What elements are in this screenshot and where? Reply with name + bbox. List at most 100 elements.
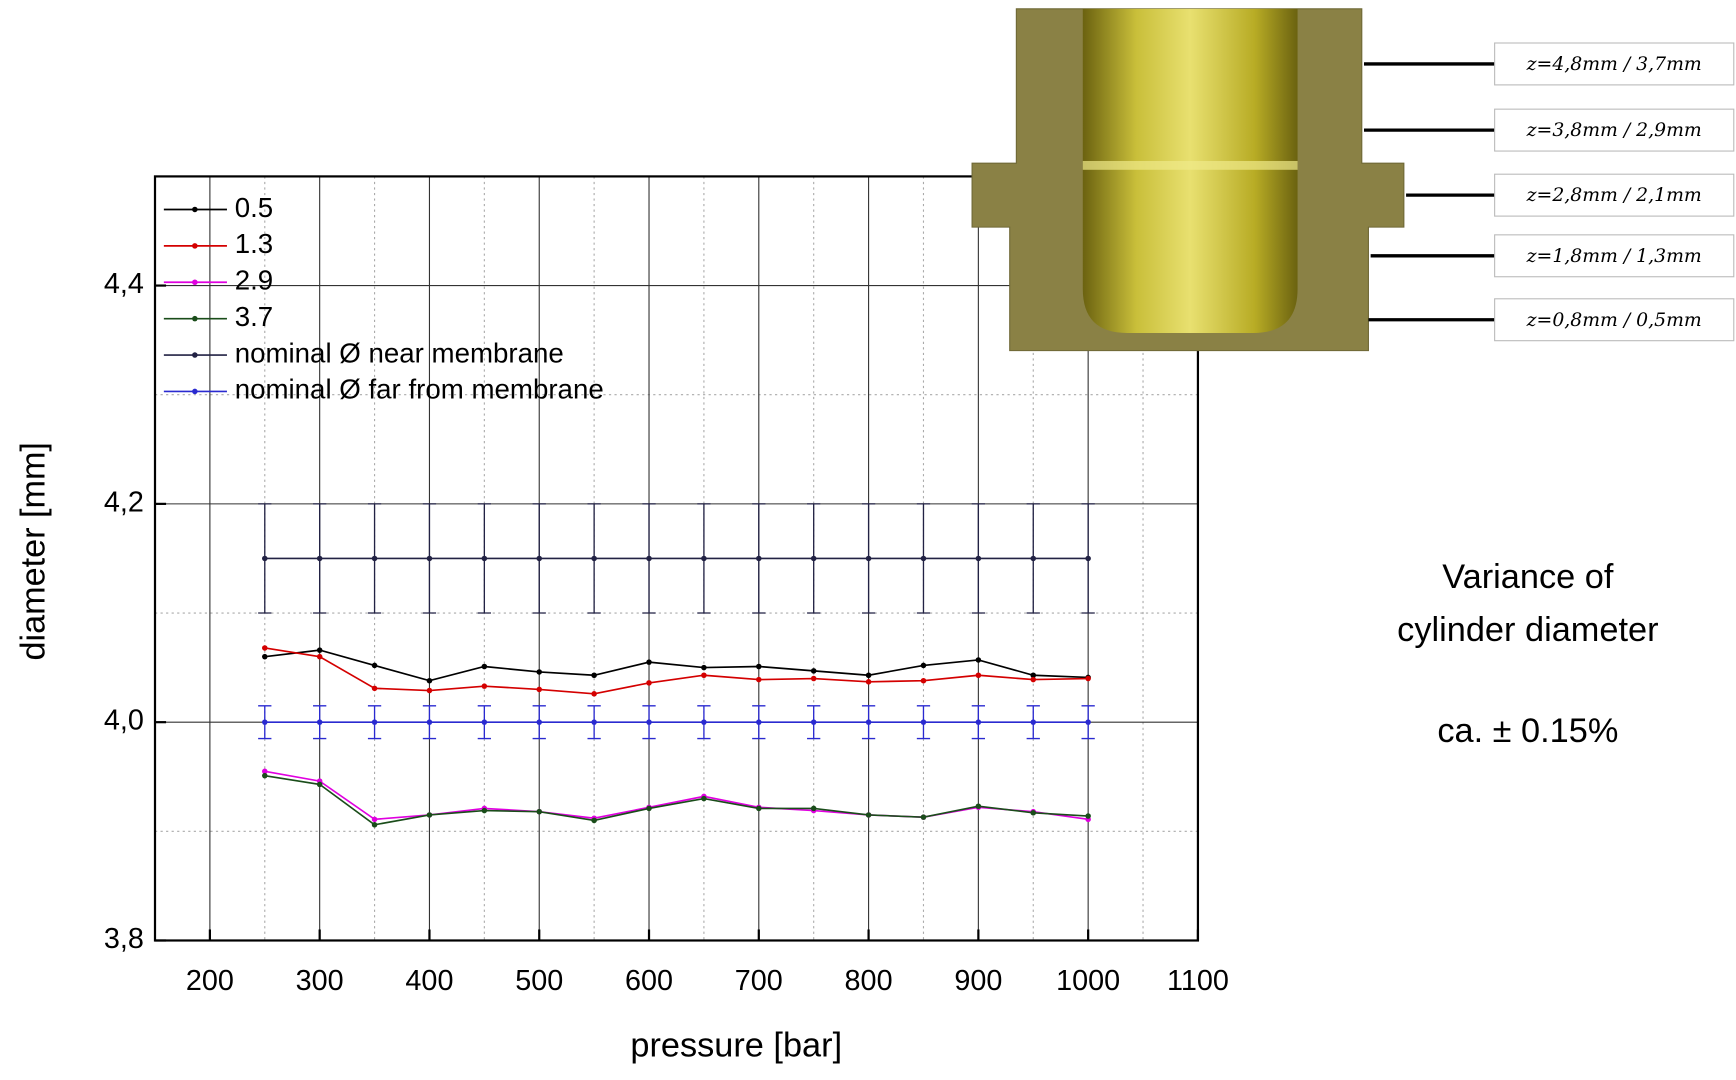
data-point	[756, 556, 762, 562]
data-point	[646, 806, 652, 812]
data-point	[1030, 677, 1036, 683]
data-point	[427, 678, 433, 684]
x-tick-label: 300	[296, 965, 344, 997]
data-point	[646, 719, 652, 725]
data-point	[427, 812, 433, 818]
annotation: Variance of	[1442, 558, 1614, 596]
legend-marker	[192, 207, 198, 213]
data-point	[372, 817, 378, 823]
data-point	[372, 686, 378, 692]
data-point	[976, 719, 982, 725]
data-point	[536, 687, 542, 693]
data-point	[866, 556, 872, 562]
data-point	[1085, 556, 1091, 562]
data-point	[427, 556, 433, 562]
y-tick-label: 3,8	[104, 923, 144, 955]
data-point	[482, 719, 488, 725]
annotation: cylinder diameter	[1397, 611, 1658, 649]
data-point	[811, 719, 817, 725]
annotation: ca. ± 0.15%	[1437, 712, 1618, 750]
data-point	[482, 808, 488, 814]
data-point	[317, 782, 323, 788]
data-point	[1085, 719, 1091, 725]
data-point	[1085, 813, 1091, 819]
data-point	[811, 676, 817, 682]
level-label: z=3,8mm / 2,9mm	[1526, 120, 1702, 141]
data-point	[372, 663, 378, 669]
legend-label: 1.3	[235, 228, 273, 259]
data-point	[976, 556, 982, 562]
data-point	[646, 556, 652, 562]
data-point	[482, 556, 488, 562]
data-point	[701, 665, 707, 671]
x-tick-label: 400	[405, 965, 453, 997]
x-tick-label: 200	[186, 965, 234, 997]
cylinder-figure	[972, 9, 1404, 351]
data-point	[921, 719, 927, 725]
data-point	[646, 659, 652, 665]
data-point	[921, 663, 927, 669]
data-point	[317, 647, 323, 653]
data-point	[372, 556, 378, 562]
x-tick-label: 800	[845, 965, 893, 997]
data-point	[811, 806, 817, 812]
data-point	[1085, 676, 1091, 682]
x-tick-label: 1100	[1167, 965, 1229, 997]
data-point	[591, 719, 597, 725]
data-point	[591, 818, 597, 824]
legend-marker	[192, 352, 198, 358]
x-tick-label: 600	[625, 965, 673, 997]
level-label: z=2,8mm / 2,1mm	[1526, 185, 1702, 206]
data-point	[482, 683, 488, 689]
series-line	[265, 648, 1088, 694]
data-point	[976, 657, 982, 663]
legend-marker	[192, 316, 198, 322]
legend-marker	[192, 389, 198, 395]
data-point	[591, 556, 597, 562]
data-point	[756, 806, 762, 812]
data-point	[1030, 810, 1036, 816]
data-point	[811, 668, 817, 674]
data-point	[701, 556, 707, 562]
data-point	[756, 677, 762, 683]
data-point	[811, 556, 817, 562]
series-line	[265, 771, 1088, 819]
x-axis-label: pressure [bar]	[630, 1027, 842, 1065]
data-point	[921, 814, 927, 820]
y-tick-label: 4,2	[104, 487, 144, 519]
x-tick-label: 700	[735, 965, 783, 997]
data-point	[536, 556, 542, 562]
data-point	[866, 719, 872, 725]
legend-label: 3.7	[235, 301, 273, 332]
data-point	[262, 654, 268, 660]
legend-marker	[192, 280, 198, 286]
data-point	[372, 719, 378, 725]
data-point	[1030, 556, 1036, 562]
cylinder-bore	[1083, 9, 1298, 333]
chart: pressure [bar] diameter [mm] 20030040050…	[0, 0, 1736, 1075]
data-point	[701, 796, 707, 802]
data-point	[262, 773, 268, 779]
data-point	[756, 719, 762, 725]
data-point	[866, 672, 872, 678]
data-point	[921, 678, 927, 684]
data-point	[536, 719, 542, 725]
data-point	[317, 556, 323, 562]
data-point	[427, 719, 433, 725]
data-point	[701, 719, 707, 725]
bore-groove	[1083, 161, 1298, 170]
data-point	[701, 672, 707, 678]
data-point	[427, 688, 433, 694]
x-tick-label: 500	[515, 965, 563, 997]
data-point	[536, 809, 542, 815]
legend-label: 2.9	[235, 265, 273, 296]
legend-label: nominal Ø far from membrane	[235, 374, 604, 405]
data-point	[317, 654, 323, 660]
data-point	[976, 803, 982, 809]
data-point	[262, 556, 268, 562]
data-point	[866, 812, 872, 818]
legend-marker	[192, 243, 198, 249]
page: {"chart_data": {"type": "line", "x_label…	[0, 0, 1736, 1080]
data-point	[536, 669, 542, 675]
y-tick-label: 4,4	[104, 268, 144, 300]
